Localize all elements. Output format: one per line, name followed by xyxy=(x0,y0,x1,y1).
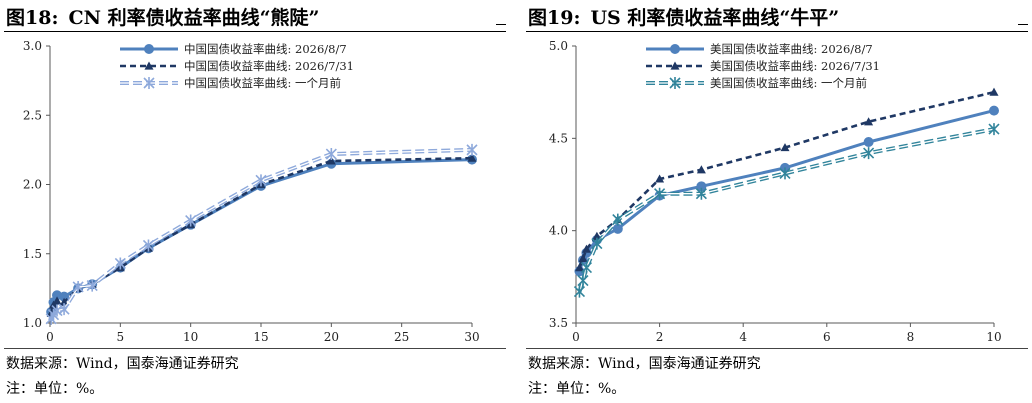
corner-mark xyxy=(496,24,506,25)
title-rule xyxy=(526,31,1028,32)
series-line-gap xyxy=(578,128,995,292)
x-tick-label: 25 xyxy=(394,330,409,344)
x-tick-label: 5 xyxy=(117,330,125,344)
y-tick-label: 2.5 xyxy=(23,108,42,122)
data-point-triangle xyxy=(326,156,336,165)
chart-panel-left: 图18: CN 利率债收益率曲线“熊陡” 1.0 1.5 2.0 2.5 3.0 0 5 10 1… xyxy=(0,0,510,403)
figure-number: 图18: xyxy=(6,7,59,29)
data-point-triangle xyxy=(780,143,790,152)
data-point-star xyxy=(185,214,197,227)
data-point-star xyxy=(695,187,707,200)
y-tick-label: 1.5 xyxy=(23,247,42,261)
data-point-circle xyxy=(989,105,999,116)
figure-title: 图18: CN 利率债收益率曲线“熊陡” xyxy=(6,3,319,30)
data-point-triangle xyxy=(696,165,706,174)
legend-label: 中国国债收益率曲线: 2026/7/31 xyxy=(184,59,354,73)
bottom-rule xyxy=(4,348,506,349)
data-point-triangle xyxy=(467,153,477,162)
data-point-triangle xyxy=(578,253,588,262)
data-point-circle xyxy=(670,44,680,54)
data-point-star xyxy=(573,285,586,298)
data-point-star xyxy=(863,147,875,160)
x-tick-label: 10 xyxy=(183,330,198,344)
chart-panel-right: 图19: US 利率债收益率曲线“牛平” 3.5 4.0 4.5 5.0 0 2 4 6 8 10 美… xyxy=(522,0,1032,403)
data-point-star xyxy=(58,303,70,316)
data-point-star xyxy=(612,213,624,226)
data-point-star xyxy=(86,279,98,292)
data-point-circle xyxy=(144,44,154,54)
data-point-star xyxy=(255,174,267,187)
data-point-star xyxy=(143,77,155,89)
source-text: 数据来源：Wind，国泰海通证券研究 xyxy=(6,356,239,372)
data-point-triangle xyxy=(52,296,62,305)
x-tick-label: 30 xyxy=(464,330,479,344)
x-tick-label: 0 xyxy=(572,330,580,344)
y-tick-label: 4.5 xyxy=(549,131,568,145)
note-text: 注：单位：%。 xyxy=(528,381,626,397)
data-point-star xyxy=(72,280,84,293)
legend-label: 美国国债收益率曲线: 一个月前 xyxy=(710,76,867,90)
source-text: 数据来源：Wind，国泰海通证券研究 xyxy=(528,356,761,372)
title-rule xyxy=(4,31,506,32)
data-point-triangle xyxy=(49,300,59,309)
x-tick-label: 6 xyxy=(823,330,831,344)
data-point-triangle xyxy=(144,61,154,70)
data-point-circle xyxy=(612,223,623,234)
data-point-star xyxy=(142,239,155,252)
data-point-triangle xyxy=(592,231,602,240)
y-tick-label: 3.5 xyxy=(549,316,568,330)
bottom-rule xyxy=(526,348,1028,349)
x-tick-label: 2 xyxy=(656,330,664,344)
data-point-triangle xyxy=(864,117,874,126)
data-point-triangle xyxy=(989,87,999,96)
y-tick-label: 1.0 xyxy=(23,316,42,330)
legend-label: 中国国债收益率曲线: 2026/8/7 xyxy=(184,42,347,56)
x-tick-label: 10 xyxy=(986,330,1001,344)
data-point-triangle xyxy=(670,61,680,70)
x-tick-label: 4 xyxy=(739,330,747,344)
data-point-star xyxy=(325,148,337,161)
corner-mark xyxy=(1018,24,1028,25)
figure-number: 图19: xyxy=(528,7,581,29)
data-point-star xyxy=(580,261,593,274)
data-point-star xyxy=(654,187,666,200)
x-tick-label: 0 xyxy=(46,330,54,344)
figure-title-text: US 利率债收益率曲线“牛平” xyxy=(590,7,840,29)
data-point-triangle xyxy=(581,244,591,253)
data-point-triangle xyxy=(655,174,665,183)
series-line xyxy=(578,90,995,269)
data-point-star xyxy=(779,167,791,180)
figure-title: 图19: US 利率债收益率曲线“牛平” xyxy=(528,3,839,30)
data-point-star xyxy=(466,143,478,156)
y-tick-label: 3.0 xyxy=(23,39,42,53)
y-tick-label: 5.0 xyxy=(549,39,568,53)
data-point-star xyxy=(114,257,126,270)
note-text: 注：单位：%。 xyxy=(6,381,104,397)
x-tick-label: 8 xyxy=(907,330,915,344)
data-point-triangle xyxy=(574,263,584,272)
data-point-triangle xyxy=(59,297,69,306)
data-point-star xyxy=(577,274,589,287)
y-tick-label: 4.0 xyxy=(549,224,568,238)
data-point-circle xyxy=(863,137,874,148)
x-tick-label: 20 xyxy=(324,330,339,344)
data-point-star xyxy=(669,77,681,89)
cn-yield-curve-chart: 1.0 1.5 2.0 2.5 3.0 0 5 10 15 20 25 30 中国国债收益率曲线: 20… xyxy=(23,39,480,344)
us-yield-curve-chart: 3.5 4.0 4.5 5.0 0 2 4 6 8 10 美国国债收益率曲线: 2026/8/7 美国… xyxy=(549,39,1002,344)
legend-label: 美国国债收益率曲线: 2026/8/7 xyxy=(710,42,873,56)
legend-label: 美国国债收益率曲线: 2026/7/31 xyxy=(710,59,880,73)
legend-label: 中国国债收益率曲线: 一个月前 xyxy=(184,76,341,90)
data-point-star xyxy=(988,123,1000,136)
y-tick-label: 2.0 xyxy=(23,178,42,192)
data-point-star xyxy=(591,237,603,250)
x-tick-label: 15 xyxy=(253,330,268,344)
figure-title-text: CN 利率债收益率曲线“熊陡” xyxy=(68,7,320,29)
series-line xyxy=(578,109,995,272)
